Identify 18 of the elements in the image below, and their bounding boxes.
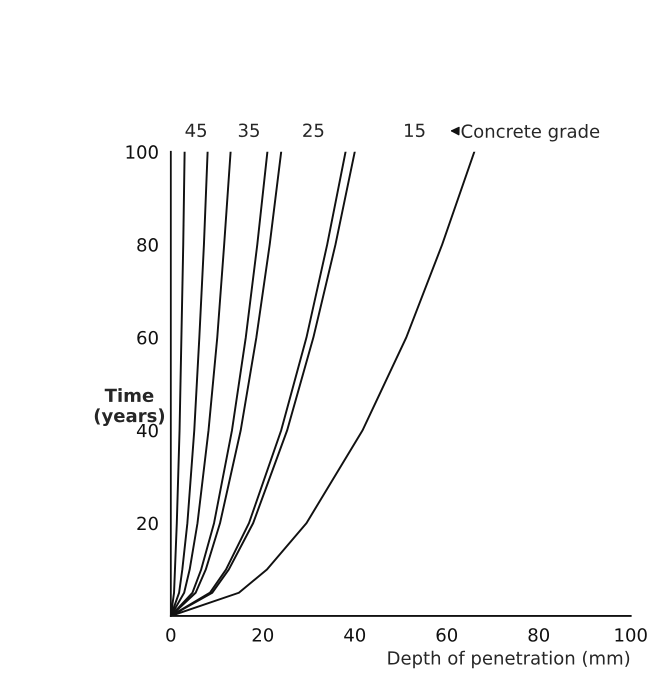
y-tick-label: 20 <box>137 516 158 530</box>
text: 25 <box>303 123 324 138</box>
y-axis-title: Time (years) <box>94 388 164 426</box>
x-tick-label: 40 <box>344 628 366 642</box>
y-tick-label: 60 <box>137 330 158 345</box>
text: 45 <box>186 124 206 138</box>
x-tick-label: 20 <box>252 628 274 642</box>
x-tick-label: 100 <box>615 628 647 642</box>
x-axis-title: Depth of penetration (mm) <box>388 650 630 668</box>
text: 35 <box>238 123 259 138</box>
text: 15 <box>405 124 424 138</box>
y-tick-label: 100 <box>126 145 158 159</box>
x-tick-label: 80 <box>528 628 550 642</box>
x-tick-label: 60 <box>436 628 458 642</box>
y-tick-label: 40 <box>136 424 158 438</box>
x-tick-label: 0 <box>166 628 176 642</box>
text: Concrete grade <box>462 124 600 142</box>
y-tick-label: 80 <box>137 238 158 252</box>
